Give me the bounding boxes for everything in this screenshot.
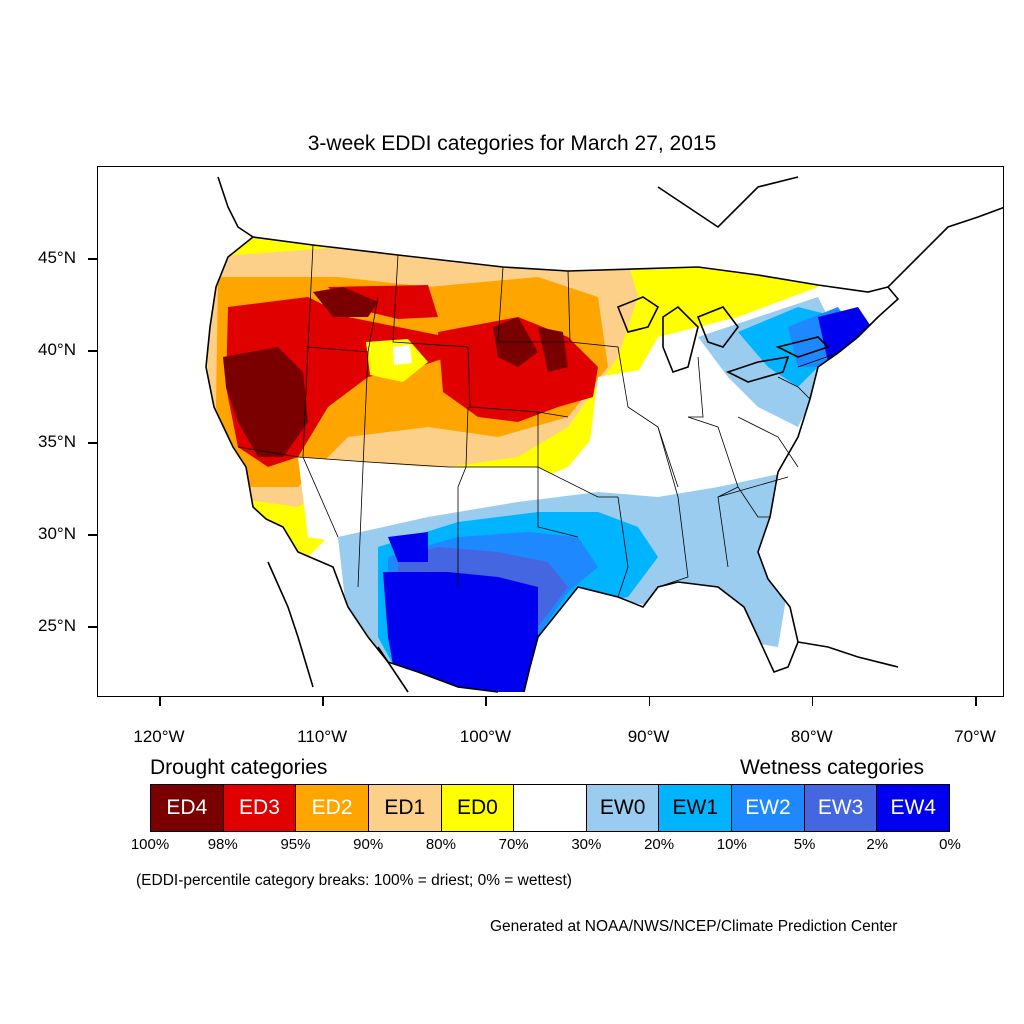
state-borders (237, 244, 839, 598)
latitude-tick (88, 442, 97, 444)
legend-box-ew0: EW0 (586, 785, 660, 831)
longitude-tick (975, 697, 977, 706)
longitude-tick (322, 697, 324, 706)
legend-box-ew4: EW4 (877, 785, 950, 831)
percentile-label: 100% (130, 836, 170, 853)
coastlines (205, 176, 1003, 693)
legend-box-ed0: ED0 (441, 785, 515, 831)
latitude-label: 45°N (38, 248, 76, 267)
longitude-label: 120°W (133, 727, 185, 746)
latitude-label: 25°N (38, 616, 76, 635)
legend-box-ew2: EW2 (732, 785, 805, 831)
longitude-tick (648, 697, 651, 706)
percentile-label: 30% (571, 836, 602, 853)
longitude-label: 80°W (790, 727, 833, 746)
eddi-map (205, 176, 1003, 693)
longitude-tick (485, 697, 487, 706)
legend-box-ew3: EW3 (804, 785, 878, 831)
percentile-label: 80% (425, 836, 456, 853)
percentile-label: 2% (866, 836, 889, 853)
legend-box-ed4: ED4 (151, 785, 224, 831)
percentile-label: 0% (939, 836, 961, 853)
eddi-category-fill (206, 237, 898, 692)
latitude-label: 30°N (38, 524, 76, 543)
latitude-tick (88, 350, 97, 352)
credit-line: Generated at NOAA/NWS/NCEP/Climate Predi… (490, 918, 898, 935)
percentile-label: 98% (207, 836, 238, 853)
percentile-label: 10% (716, 836, 747, 853)
longitude-label: 70°W (954, 727, 996, 746)
percentile-label: 95% (280, 836, 311, 853)
category-breaks-note: (EDDI-percentile category breaks: 100% =… (136, 872, 572, 889)
percentile-label: 70% (498, 836, 529, 853)
drought-categories-heading: Drought categories (150, 756, 328, 779)
longitude-label: 110°W (297, 727, 348, 746)
map-title: 3-week EDDI categories for March 27, 201… (307, 132, 717, 155)
legend-box-ed3: ED3 (223, 785, 297, 831)
latitude-tick (88, 626, 97, 628)
latitude-label: 35°N (38, 432, 76, 451)
longitude-tick (159, 697, 161, 706)
legend-box-ed2: ED2 (296, 785, 369, 831)
category-legend-bar: ED4 ED3 ED2 ED1 ED0 EW0 EW1 EW2 EW3 EW4 (150, 784, 950, 832)
longitude-label: 90°W (627, 727, 670, 746)
wetness-categories-heading: Wetness categories (740, 756, 925, 779)
percentile-label: 20% (644, 836, 675, 853)
latitude-label: 40°N (38, 340, 76, 359)
longitude-tick (811, 697, 814, 706)
latitude-tick (88, 258, 97, 260)
percentile-label: 90% (353, 836, 384, 853)
legend-box-normal (514, 785, 587, 831)
legend-box-ed1: ED1 (368, 785, 442, 831)
legend-box-ew1: EW1 (659, 785, 733, 831)
latitude-tick (88, 534, 97, 536)
map-panel (97, 166, 1004, 697)
percentile-label: 5% (793, 836, 816, 853)
longitude-label: 100°W (459, 727, 511, 746)
